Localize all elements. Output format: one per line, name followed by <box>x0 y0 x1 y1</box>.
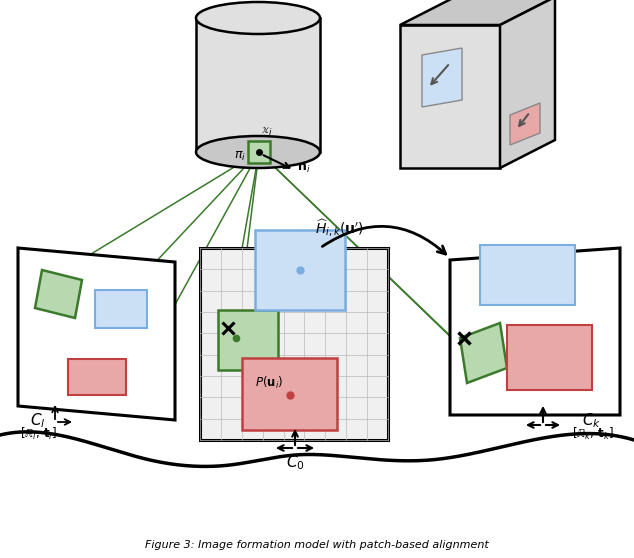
Polygon shape <box>400 25 500 168</box>
FancyBboxPatch shape <box>507 325 592 390</box>
Polygon shape <box>510 103 540 145</box>
FancyBboxPatch shape <box>242 358 337 430</box>
Polygon shape <box>422 48 462 107</box>
Ellipse shape <box>196 2 320 34</box>
Polygon shape <box>35 270 82 318</box>
Text: $\mathbb{x}_i$: $\mathbb{x}_i$ <box>261 125 273 138</box>
Text: Figure 3: Image formation model with patch-based alignment: Figure 3: Image formation model with pat… <box>145 540 489 550</box>
Text: $C_l$: $C_l$ <box>30 411 46 430</box>
FancyBboxPatch shape <box>68 359 126 395</box>
Text: $\mathbf{n}_i$: $\mathbf{n}_i$ <box>297 161 311 175</box>
Ellipse shape <box>196 136 320 168</box>
Text: $C_k$: $C_k$ <box>582 411 601 430</box>
Text: $[\mathbb{R}_k,\,\mathbf{t}_k]$: $[\mathbb{R}_k,\,\mathbf{t}_k]$ <box>572 426 614 442</box>
FancyBboxPatch shape <box>200 248 388 440</box>
Text: $\widehat{H}_{i,k}(\mathbf{u}^\prime)$: $\widehat{H}_{i,k}(\mathbf{u}^\prime)$ <box>315 218 364 239</box>
Polygon shape <box>196 18 320 152</box>
Text: $[\mathbb{R}_l,\,\mathbf{t}_l]$: $[\mathbb{R}_l,\,\mathbf{t}_l]$ <box>20 426 57 442</box>
FancyBboxPatch shape <box>255 230 345 310</box>
Polygon shape <box>500 0 555 168</box>
FancyBboxPatch shape <box>480 245 575 305</box>
FancyBboxPatch shape <box>95 290 147 328</box>
Polygon shape <box>248 141 270 163</box>
Text: $P(\mathbf{u}_i)$: $P(\mathbf{u}_i)$ <box>255 375 283 391</box>
Text: $C_0$: $C_0$ <box>285 453 304 472</box>
Polygon shape <box>18 248 175 420</box>
Polygon shape <box>400 0 555 25</box>
FancyArrowPatch shape <box>322 227 446 254</box>
Polygon shape <box>450 248 620 415</box>
Text: $\pi_i$: $\pi_i$ <box>234 150 246 162</box>
Polygon shape <box>218 310 278 370</box>
Polygon shape <box>460 323 507 383</box>
